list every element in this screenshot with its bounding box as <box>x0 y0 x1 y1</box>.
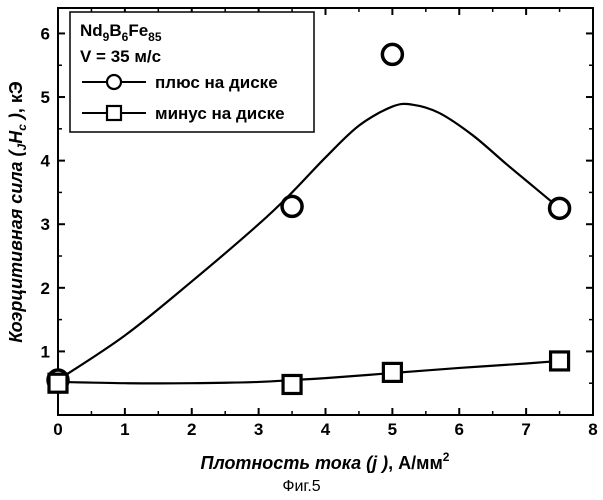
data-point-square <box>551 352 569 370</box>
data-point-circle <box>382 44 402 64</box>
fit-curves <box>58 104 560 383</box>
y-axis-title: Коэрцитивная сила (JHc ), кЭ <box>6 81 29 343</box>
legend-label-minus: минус на диске <box>155 104 285 123</box>
legend-square-icon <box>107 106 121 120</box>
x-tick-label: 7 <box>521 420 530 439</box>
x-tick-label: 3 <box>254 420 263 439</box>
x-tick-label: 6 <box>455 420 464 439</box>
x-axis-title: Плотность тока (j ), А/мм2 <box>201 450 450 473</box>
data-point-circle <box>282 196 302 216</box>
chart: 0 1 2 3 4 5 6 7 8 1 2 3 4 5 6 Nd9B6Fe85 V = 35 м/с плю… <box>0 0 603 478</box>
y-tick-label: 4 <box>41 152 51 171</box>
x-tick-label: 8 <box>588 420 597 439</box>
y-tick-label: 2 <box>41 279 50 298</box>
legend-circle-icon <box>107 75 121 89</box>
figure-caption: Фиг.5 <box>0 478 603 496</box>
data-point-square <box>49 374 67 392</box>
legend-speed: V = 35 м/с <box>80 47 161 66</box>
legend: Nd9B6Fe85 V = 35 м/с плюс на диске минус… <box>70 12 314 132</box>
y-tick-label: 5 <box>41 88 50 107</box>
fit-curve-plus <box>58 104 560 380</box>
x-tick-label: 5 <box>388 420 397 439</box>
data-point-circle <box>550 198 570 218</box>
x-tick-label: 1 <box>120 420 129 439</box>
legend-label-plus: плюс на диске <box>155 73 278 92</box>
x-tick-label: 0 <box>53 420 62 439</box>
y-tick-label: 1 <box>41 342 50 361</box>
x-tick-label: 4 <box>321 420 331 439</box>
fit-curve-minus <box>58 361 560 383</box>
x-tick-label: 2 <box>187 420 196 439</box>
y-tick-label: 3 <box>41 215 50 234</box>
data-point-square <box>383 363 401 381</box>
data-point-square <box>283 375 301 393</box>
y-tick-label: 6 <box>41 24 50 43</box>
